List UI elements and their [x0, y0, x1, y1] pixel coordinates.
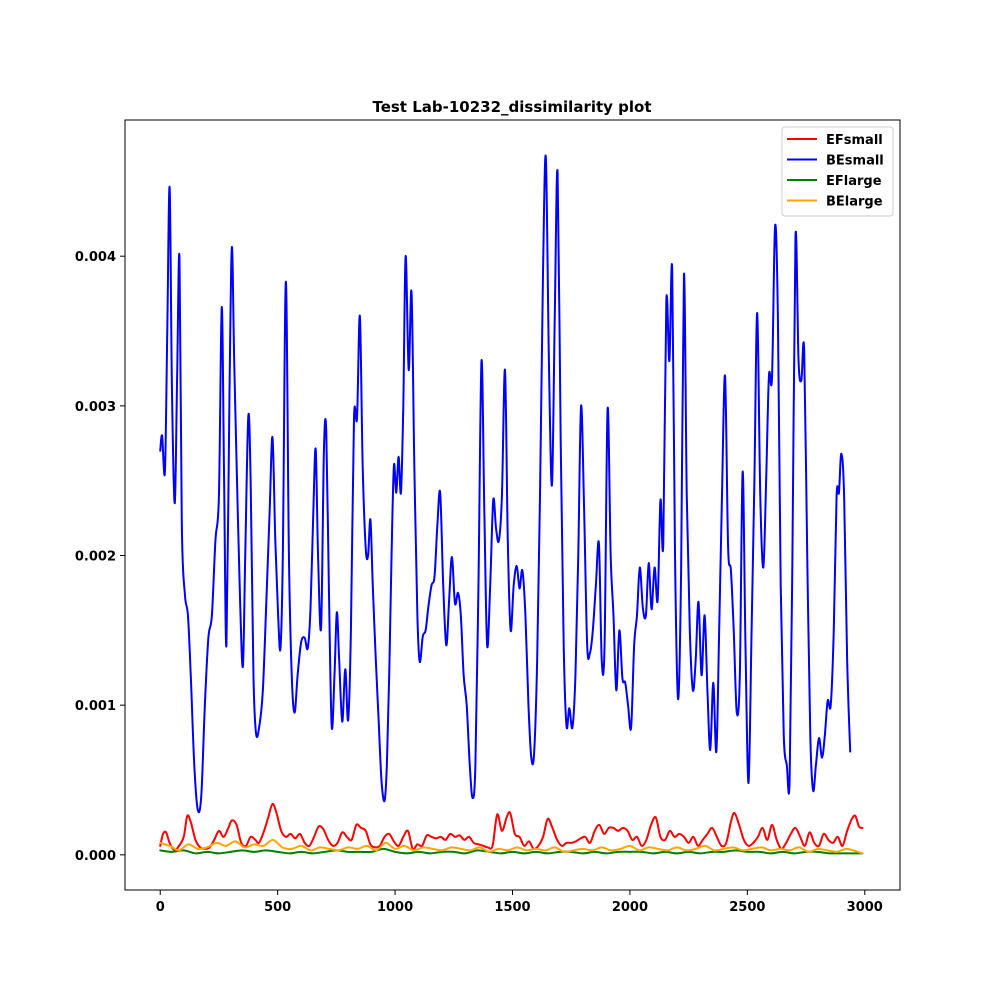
chart-title: Test Lab-10232_dissimilarity plot: [372, 98, 651, 116]
x-tick-label: 2500: [729, 900, 765, 915]
series-line-eflarge: [159, 847, 864, 855]
y-tick-label: 0.001: [75, 699, 116, 714]
y-tick-label: 0.002: [75, 550, 116, 565]
y-tick-label: 0.004: [75, 250, 116, 265]
legend-label: EFsmall: [826, 133, 883, 148]
legend-label: BEsmall: [826, 154, 884, 169]
legend: EFsmall BEsmall EFlarge BElarge: [781, 126, 894, 217]
legend-label: BElarge: [826, 195, 883, 210]
y-tick-label: 0.003: [75, 400, 116, 415]
x-tick-label: 500: [264, 900, 291, 915]
series-line-belarge: [159, 838, 864, 855]
series-layer: [159, 154, 864, 855]
x-tick-label: 3000: [847, 900, 883, 915]
legend-box: [781, 126, 894, 217]
x-tick-label: 1500: [494, 900, 530, 915]
x-tick-label: 0: [156, 900, 165, 915]
series-line-besmall: [159, 154, 852, 814]
series-line-efsmall: [159, 802, 864, 852]
y-tick-label: 0.000: [75, 849, 116, 864]
legend-label: EFlarge: [826, 174, 882, 189]
x-tick-label: 1000: [377, 900, 413, 915]
axis-ticks: 0 500 1000 1500 2000 2500 3000 0.000 0.001 0.002 0…: [75, 250, 883, 915]
x-tick-label: 2000: [612, 900, 648, 915]
plot-frame: [124, 119, 901, 891]
